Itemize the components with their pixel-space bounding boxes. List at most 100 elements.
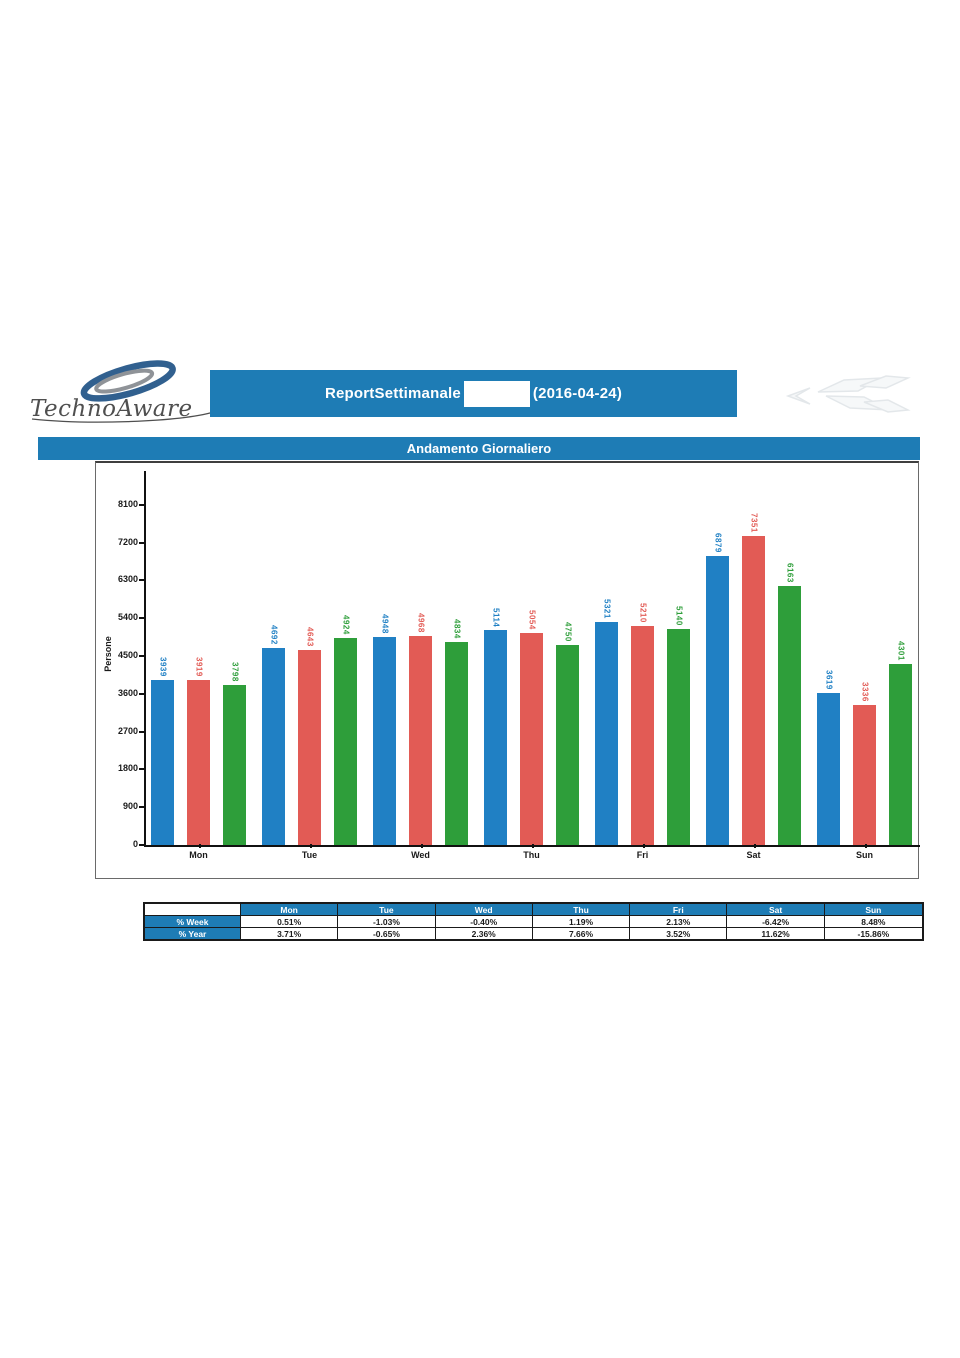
table-value-tue-row1: -0.65% <box>338 928 436 939</box>
bar-value-label: 6879 <box>713 533 723 553</box>
bar-group-sun: 3619 3336 4301 <box>817 641 912 845</box>
y-tick-mark <box>139 503 144 506</box>
bar-blue-tue: 4692 <box>262 625 285 845</box>
bar-red-tue: 4643 <box>298 627 321 845</box>
bar-value-label: 4834 <box>452 619 462 639</box>
bar-value-label: 5114 <box>491 607 501 627</box>
bar-value-label: 3939 <box>158 657 168 677</box>
bar-value-label: 4750 <box>563 622 573 642</box>
table-value-mon-row1: 3.71% <box>241 928 339 939</box>
bar-value-label: 3919 <box>194 657 204 677</box>
percentage-table: Mon Tue Wed Thu Fri Sat Sun % Week 0.51% -1.03% -0… <box>143 902 924 941</box>
x-tick-mark <box>753 844 756 848</box>
bar-value-label: 3619 <box>824 670 834 690</box>
bar-group-sat: 6879 7351 6163 <box>706 513 801 845</box>
bar-group-wed: 4948 4968 4834 <box>373 613 468 845</box>
y-tick-label: 4500 <box>117 650 138 660</box>
bar-value-label: 4692 <box>269 625 279 645</box>
bar-value-label: 4948 <box>380 614 390 634</box>
y-tick-mark <box>139 768 144 771</box>
chart-title: Andamento Giornaliero <box>406 441 552 456</box>
bar-red-thu: 5054 <box>520 610 543 845</box>
y-axis-label: Persone <box>103 636 113 672</box>
y-tick-mark <box>139 617 144 620</box>
bar-value-label: 4301 <box>896 641 906 661</box>
y-tick-label: 7200 <box>117 536 138 547</box>
table-value-sat-row0: -6.42% <box>727 916 825 928</box>
bar-green-thu: 4750 <box>556 622 579 845</box>
bar-value-label: 5210 <box>638 603 648 623</box>
table-header-tue: Tue <box>338 904 436 916</box>
logo-text: TechnoAware <box>30 396 193 422</box>
y-tick-mark <box>139 655 144 657</box>
plot-area: 3939 3919 3798 4692 4643 4924 4948 4968 4834 5114… <box>118 471 920 860</box>
y-tick-mark <box>139 730 144 733</box>
y-tick-mark <box>139 579 144 582</box>
bar-value-label: 7351 <box>749 513 759 533</box>
table-value-tue-row0: -1.03% <box>338 916 436 928</box>
bar-group-mon: 3939 3919 3798 <box>151 657 246 845</box>
table-value-sun-row0: 8.48% <box>824 916 922 928</box>
table-row-label: % Week <box>145 916 241 928</box>
y-tick-label: 8100 <box>117 498 138 509</box>
table-value-thu-row0: 1.19% <box>532 916 631 928</box>
table-header-thu: Thu <box>532 904 631 916</box>
report-banner: ReportSettimanale (2016-04-24) <box>210 370 737 417</box>
x-axis-labels: Mon Tue Wed Thu Fri Sat Sun <box>151 844 912 860</box>
table-value-thu-row1: 7.66% <box>533 928 631 939</box>
bar-group-tue: 4692 4643 4924 <box>262 615 357 845</box>
y-tick-label: 6300 <box>117 574 138 585</box>
bar-green-mon: 3798 <box>223 662 246 845</box>
bar-blue-fri: 5321 <box>595 599 618 845</box>
bar-group-thu: 5114 5054 4750 <box>484 608 579 845</box>
table-header-sat: Sat <box>727 904 825 916</box>
x-tick-mark <box>198 844 201 848</box>
x-tick-mark <box>309 844 312 848</box>
x-tick-label-mon: Mon <box>151 844 246 860</box>
y-tick-label: 5400 <box>117 612 138 623</box>
table-value-mon-row0: 0.51% <box>241 916 339 928</box>
table-value-sun-row1: -15.86% <box>857 928 890 939</box>
bar-green-fri: 5140 <box>667 606 690 845</box>
y-tick-label: 3600 <box>117 687 138 698</box>
report-date: (2016-04-24) <box>532 385 623 402</box>
y-tick-mark <box>139 692 144 695</box>
table-value-fri-row0: 2.13% <box>630 916 728 928</box>
bar-green-wed: 4834 <box>445 619 468 845</box>
bar-group-fri: 5321 5210 5140 <box>595 599 690 845</box>
bar-red-mon: 3919 <box>187 657 210 845</box>
bar-value-label: 5321 <box>602 599 612 619</box>
technoaware-logo-icon: TechnoAware <box>30 360 215 423</box>
bar-blue-mon: 3939 <box>151 657 174 845</box>
table-value-fri-row1: 3.52% <box>630 928 728 939</box>
y-tick-label: 2700 <box>117 725 138 736</box>
watermark-pattern-icon <box>785 375 911 413</box>
redacted-area <box>463 380 530 407</box>
bar-value-label: 5054 <box>527 610 537 630</box>
bar-value-label: 3336 <box>860 682 870 702</box>
table-header-wed: Wed <box>435 904 533 916</box>
bar-green-tue: 4924 <box>334 615 357 845</box>
bar-value-label: 4968 <box>416 613 426 633</box>
bar-blue-thu: 5114 <box>484 608 507 845</box>
bar-blue-wed: 4948 <box>373 614 396 845</box>
y-tick-mark <box>139 806 144 809</box>
y-tick-label: 900 <box>122 801 138 812</box>
x-tick-label-fri: Fri <box>595 844 690 860</box>
bar-red-wed: 4968 <box>409 613 432 845</box>
bar-value-label: 6163 <box>785 563 795 583</box>
x-tick-label-wed: Wed <box>373 844 468 860</box>
y-tick-mark <box>139 844 144 846</box>
table-header-sun: Sun <box>824 904 922 916</box>
bar-value-label: 3798 <box>230 662 240 682</box>
table-header-fri: Fri <box>630 904 728 916</box>
bar-groups: 3939 3919 3798 4692 4643 4924 4948 4968 4834 5114… <box>151 513 912 845</box>
y-tick-mark <box>139 541 144 544</box>
bar-green-sun: 4301 <box>889 641 912 845</box>
bar-green-sat: 6163 <box>778 563 801 845</box>
report-title: ReportSettimanale <box>324 385 461 402</box>
bar-blue-sun: 3619 <box>817 670 840 845</box>
bar-value-label: 4643 <box>305 627 315 647</box>
y-tick-label: 0 <box>132 839 138 849</box>
